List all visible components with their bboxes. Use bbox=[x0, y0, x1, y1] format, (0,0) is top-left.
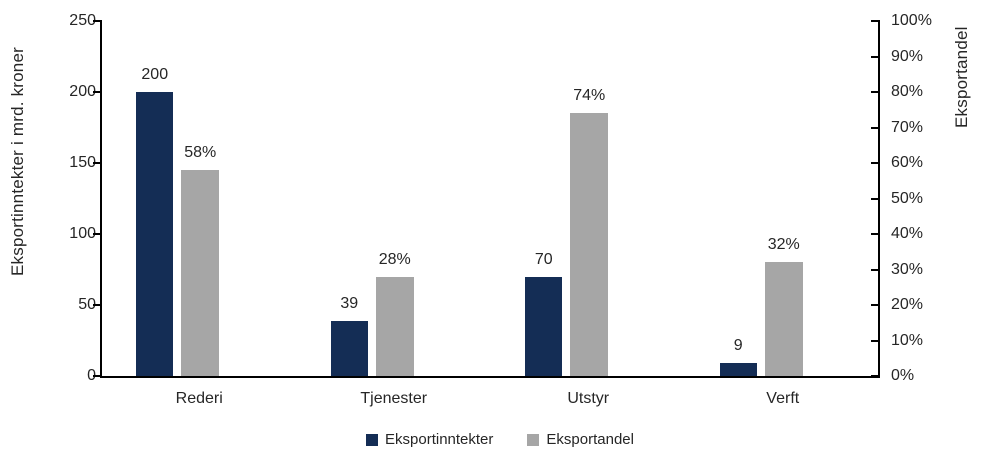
left-tick-mark bbox=[93, 304, 101, 306]
right-tick-mark bbox=[871, 126, 879, 129]
left-tick-label: 200 bbox=[69, 83, 96, 100]
bar-label-eksportinntekter-verft: 9 bbox=[733, 337, 743, 355]
left-tick-label: 50 bbox=[78, 296, 96, 313]
left-tick-label: 0 bbox=[87, 367, 96, 384]
right-tick-label: 20% bbox=[891, 296, 924, 313]
right-tick-mark bbox=[871, 55, 879, 58]
category-label-rederi: Rederi bbox=[175, 390, 223, 407]
right-tick-mark bbox=[871, 233, 879, 235]
left-tick-mark bbox=[93, 162, 101, 164]
left-axis-line bbox=[100, 20, 102, 378]
bar-eksportandel-tjenester bbox=[375, 276, 414, 376]
legend-item-eksportandel: Eksportandel bbox=[527, 431, 634, 448]
category-label-utstyr: Utstyr bbox=[567, 390, 610, 407]
bar-eksportandel-verft bbox=[764, 262, 803, 376]
legend: Eksportinntekter Eksportandel bbox=[0, 431, 1000, 448]
bar-label-eksportinntekter-rederi: 200 bbox=[141, 66, 169, 83]
right-tick-mark bbox=[871, 339, 879, 342]
category-label-tjenester: Tjenester bbox=[360, 390, 428, 407]
right-tick-label: 60% bbox=[891, 154, 924, 171]
bar-label-eksportandel-tjenester: 28% bbox=[378, 250, 411, 268]
legend-item-eksportinntekter: Eksportinntekter bbox=[366, 431, 493, 448]
right-tick-mark bbox=[871, 197, 879, 200]
right-tick-label: 100% bbox=[891, 12, 932, 29]
right-axis-line bbox=[878, 20, 880, 378]
right-tick-mark bbox=[871, 20, 879, 22]
bottom-axis-line bbox=[100, 376, 880, 378]
right-tick-label: 70% bbox=[891, 118, 924, 136]
right-tick-label: 40% bbox=[891, 225, 924, 242]
right-tick-label: 0% bbox=[891, 367, 915, 384]
bar-eksportinntekter-tjenester bbox=[330, 320, 368, 376]
bar-label-eksportandel-utstyr: 74% bbox=[573, 87, 606, 105]
right-tick-mark bbox=[871, 91, 879, 93]
bar-eksportinntekter-verft bbox=[719, 363, 757, 376]
left-tick-label: 100 bbox=[69, 225, 96, 242]
bar-label-eksportinntekter-utstyr: 70 bbox=[534, 250, 553, 268]
right-tick-mark bbox=[871, 268, 879, 271]
right-tick-label: 30% bbox=[891, 260, 924, 278]
category-label-verft: Verft bbox=[766, 390, 800, 407]
left-tick-label: 150 bbox=[69, 154, 96, 171]
right-tick-label: 10% bbox=[891, 331, 924, 349]
bar-label-eksportandel-rederi: 58% bbox=[184, 144, 217, 162]
right-axis-title: Eksportandel bbox=[952, 26, 971, 128]
right-tick-mark bbox=[871, 304, 879, 306]
bar-label-eksportandel-verft: 32% bbox=[767, 236, 800, 254]
left-tick-mark bbox=[93, 91, 101, 93]
right-tick-mark bbox=[871, 162, 879, 164]
bar-label-eksportinntekter-tjenester: 39 bbox=[340, 294, 359, 312]
right-tick-label: 80% bbox=[891, 83, 924, 100]
bar-eksportandel-rederi bbox=[181, 170, 220, 376]
legend-swatch-icon bbox=[527, 433, 540, 446]
left-tick-mark bbox=[93, 375, 101, 377]
legend-label: Eksportinntekter bbox=[385, 431, 494, 448]
bar-eksportinntekter-utstyr bbox=[525, 276, 563, 376]
legend-label: Eksportandel bbox=[546, 431, 634, 448]
bar-eksportandel-utstyr bbox=[570, 113, 609, 376]
right-tick-label: 90% bbox=[891, 47, 924, 65]
legend-swatch-icon bbox=[366, 433, 379, 446]
left-axis-title: Eksportinntekter i mrd. kroner bbox=[8, 47, 27, 277]
bar-eksportinntekter-rederi bbox=[136, 92, 174, 376]
left-tick-label: 250 bbox=[69, 12, 96, 29]
left-tick-mark bbox=[93, 20, 101, 22]
left-tick-mark bbox=[93, 233, 101, 235]
right-tick-label: 50% bbox=[891, 189, 924, 207]
